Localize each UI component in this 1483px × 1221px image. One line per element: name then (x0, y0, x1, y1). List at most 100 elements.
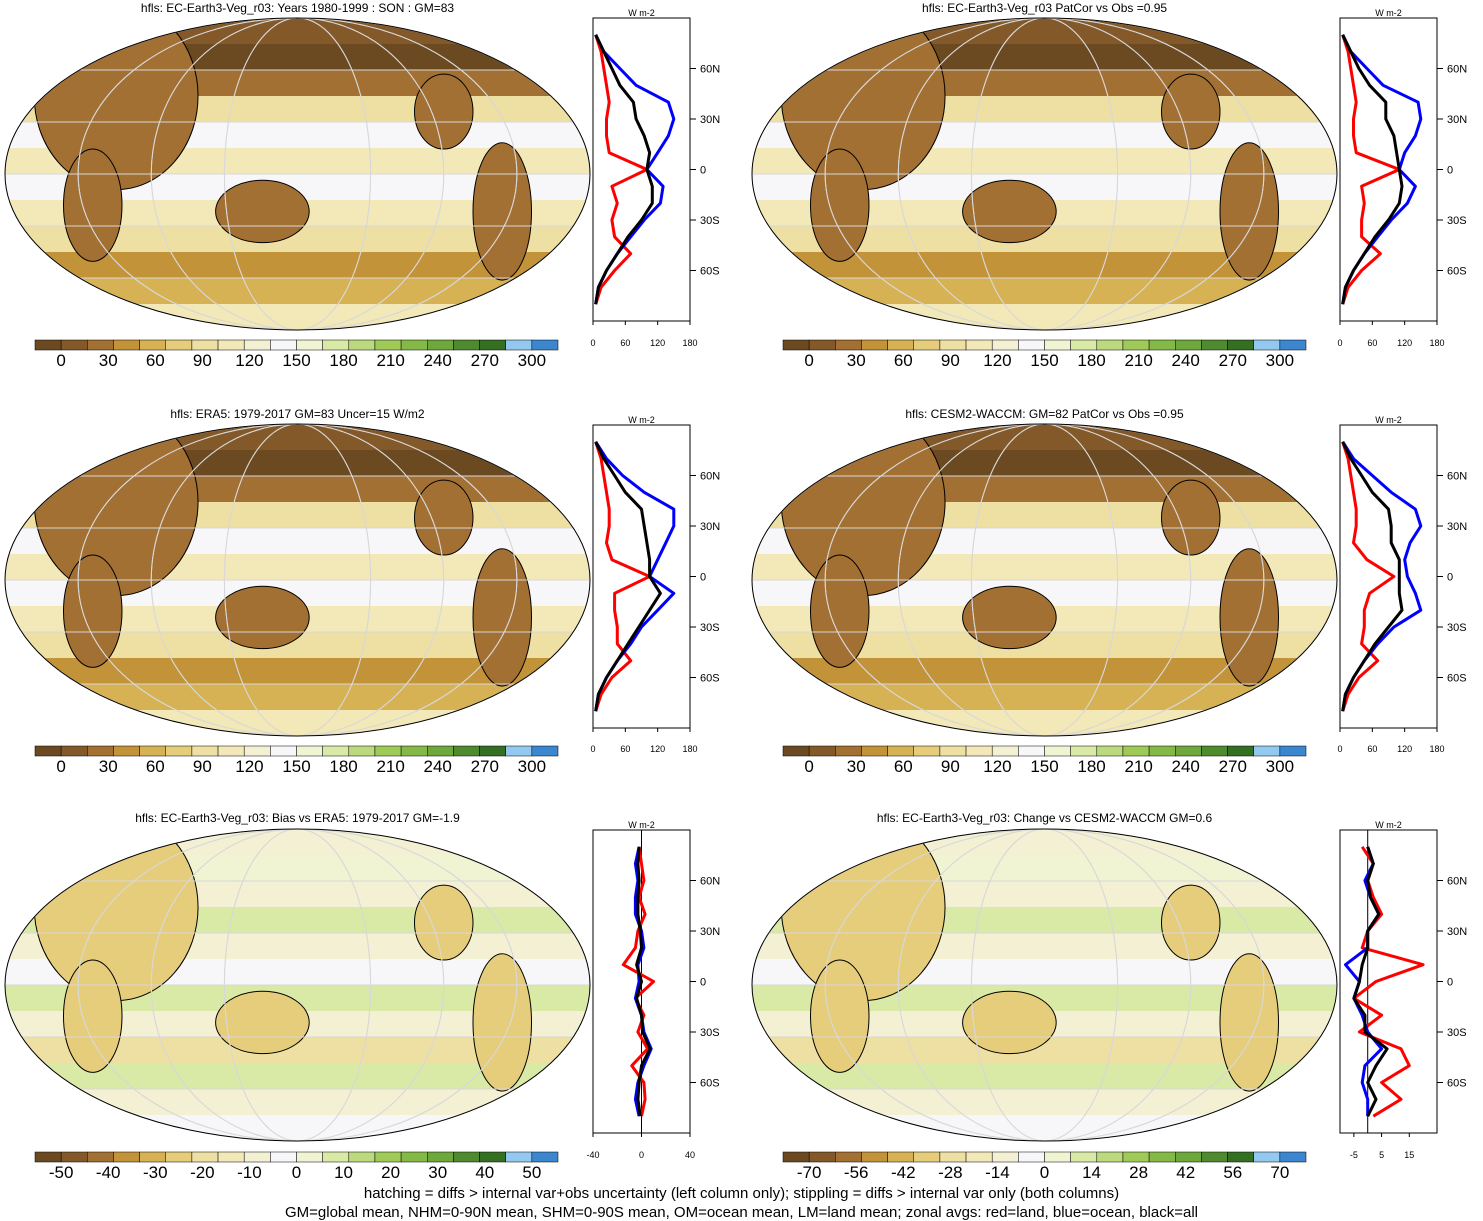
colorbar-swatch (991, 1151, 1019, 1163)
y-tick-label: 60N (700, 64, 720, 76)
graticule-lon (150, 829, 445, 1141)
panel-title: hfls: EC-Earth3-Veg_r03: Years 1980-1999… (141, 1, 455, 15)
landmass (215, 990, 310, 1055)
colorbar-swatch (243, 745, 271, 757)
colorbar-swatch (87, 1151, 114, 1163)
colorbar-swatch (1122, 1151, 1150, 1163)
landmass (63, 959, 123, 1073)
landmass (63, 554, 123, 668)
graticule-lon (824, 18, 1265, 330)
colorbar-tick-label: 270 (471, 757, 499, 776)
colorbar-swatch (453, 1151, 480, 1163)
lat-band (752, 1089, 1337, 1116)
colorbar-swatch (191, 1151, 219, 1163)
lat-band (5, 18, 590, 45)
landmass (63, 148, 123, 262)
colorbar-tick-label: 40 (475, 1163, 494, 1182)
map-field (752, 18, 1337, 330)
colorbar-swatch (835, 1151, 862, 1163)
lat-band (5, 424, 590, 451)
colorbar-swatch (374, 1151, 402, 1163)
colorbar-swatch (782, 745, 810, 757)
colorbar-tick-label: 150 (282, 757, 310, 776)
colorbar-tick-label: 120 (235, 757, 263, 776)
x-tick-label: 180 (1429, 744, 1444, 754)
zonal-panel: W m-2 60N 30N 0 30S 60S -40 0 40 (586, 820, 720, 1160)
y-tick-label: 0 (700, 165, 706, 177)
landmass (1219, 953, 1279, 1092)
map-field (5, 829, 590, 1141)
colorbar-swatch (1253, 1151, 1281, 1163)
colorbar-tick-label: 210 (1124, 757, 1152, 776)
landmass (215, 179, 310, 244)
colorbar-tick-label: -30 (143, 1163, 168, 1182)
colorbar-swatch (505, 339, 533, 351)
x-tick-label: 40 (685, 1150, 695, 1160)
colorbar-tick-label: 30 (99, 351, 118, 370)
colorbar-swatch (808, 339, 836, 351)
colorbar-swatch (1122, 339, 1150, 351)
colorbar-tick-label: 0 (56, 351, 65, 370)
lat-band (752, 278, 1337, 305)
colorbar-tick-label: 120 (983, 351, 1011, 370)
colorbar-swatch (348, 745, 376, 757)
colorbar-swatch (1148, 339, 1176, 351)
y-tick-label: 60N (1447, 64, 1467, 76)
colorbar-swatch (1018, 745, 1045, 757)
colorbar-tick-label: 70 (1270, 1163, 1289, 1182)
landmass (472, 953, 532, 1092)
lat-band (752, 829, 1337, 856)
colorbar-swatch (531, 745, 559, 757)
colorbar-tick-label: 120 (983, 757, 1011, 776)
colorbar-swatch (861, 745, 888, 757)
colorbar-tick-label: 270 (1219, 757, 1247, 776)
colorbar-swatch (913, 745, 941, 757)
colorbar-tick-label: 60 (146, 757, 165, 776)
zonal-series-land (1352, 845, 1425, 1118)
x-tick-label: 120 (1397, 338, 1412, 348)
zonal-panel: W m-2 60N 30N 0 30S 60S 0 60 120 180 (1337, 415, 1467, 754)
y-tick-label: 60S (700, 266, 720, 278)
colorbar-tick-label: -50 (49, 1163, 74, 1182)
graticule-lon (970, 424, 1119, 736)
colorbar-tick-label: 14 (1082, 1163, 1101, 1182)
map-field (752, 829, 1337, 1141)
x-tick-label: 180 (682, 744, 697, 754)
colorbar-swatch (965, 1151, 993, 1163)
landmass (472, 142, 532, 281)
colorbar-swatch (531, 1151, 559, 1163)
colorbar-tick-label: -20 (190, 1163, 215, 1182)
colorbar-swatch (165, 1151, 193, 1163)
graticule-lon (970, 18, 1119, 330)
colorbar-swatch (217, 339, 245, 351)
landmass (962, 179, 1057, 244)
map-outline (751, 17, 1338, 331)
panel-title: hfls: ERA5: 1979-2017 GM=83 Uncer=15 W/m… (170, 407, 424, 421)
panel-3: hfls: ERA5: 1979-2017 GM=83 Uncer=15 W/m… (4, 407, 720, 776)
y-tick-label: 30S (1447, 1027, 1467, 1039)
colorbar-tick-label: 180 (1077, 757, 1105, 776)
lat-band (752, 304, 1337, 330)
colorbar-tick-label: 240 (424, 351, 452, 370)
lat-band (5, 684, 590, 711)
zonal-series-land (621, 846, 656, 1117)
x-tick-label: 0 (590, 744, 595, 754)
colorbar-swatch (1044, 1151, 1071, 1163)
y-tick-label: 30N (1447, 114, 1467, 126)
zonal-frame (1339, 17, 1438, 322)
y-tick-label: 60N (700, 876, 720, 888)
colorbar-swatch (296, 745, 323, 757)
x-tick-label: -5 (1350, 1150, 1358, 1160)
colorbar-swatch (1018, 339, 1045, 351)
landmass (414, 884, 474, 961)
colorbar-tick-label: -40 (96, 1163, 121, 1182)
colorbar-swatch (782, 1151, 810, 1163)
colorbar-tick-label: 240 (1172, 757, 1200, 776)
colorbar-tick-label: 120 (235, 351, 263, 370)
colorbar-swatch (861, 1151, 888, 1163)
colorbar-swatch (1044, 339, 1071, 351)
colorbar-swatch (270, 745, 297, 757)
colorbar-tick-label: 150 (1030, 351, 1058, 370)
panel-1: hfls: EC-Earth3-Veg_r03: Years 1980-1999… (4, 1, 720, 370)
